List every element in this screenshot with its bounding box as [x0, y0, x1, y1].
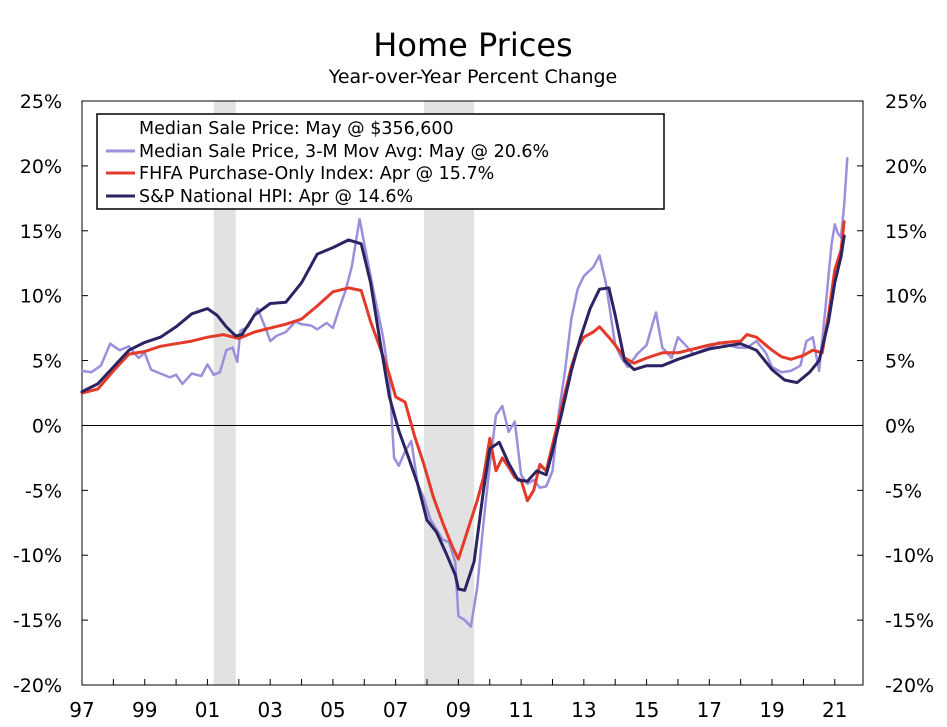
x-tick-label: 05 [320, 698, 345, 722]
y-left-tick-label: 25% [20, 91, 62, 113]
y-left-tick-label: 15% [20, 221, 62, 243]
x-tick-label: 99 [132, 698, 157, 722]
x-tick-label: 07 [383, 698, 408, 722]
legend-label-median-price: Median Sale Price: May @ $356,600 [139, 119, 454, 139]
y-right-tick-label: 15% [885, 221, 927, 243]
y-right-tick-label: 20% [885, 156, 927, 178]
recession-band-0 [213, 101, 236, 685]
series-lines [80, 156, 849, 628]
y-right-tick-label: -20% [885, 675, 934, 697]
x-tick-label: 01 [195, 698, 220, 722]
series-line-fhfa [80, 220, 846, 561]
x-tick-label: 09 [446, 698, 471, 722]
x-tick-label: 13 [571, 698, 596, 722]
y-left-tick-label: 10% [20, 286, 62, 308]
y-right-tick-label: 0% [885, 415, 915, 437]
legend-label-median-3m: Median Sale Price, 3-M Mov Avg: May @ 20… [139, 142, 549, 162]
x-tick-label: 11 [508, 698, 533, 722]
x-tick-label: 03 [257, 698, 282, 722]
y-left-tick-label: -20% [13, 675, 62, 697]
y-right-tick-label: 5% [885, 351, 915, 373]
chart-title: Home Prices [373, 26, 572, 64]
y-left-tick-label: -10% [13, 545, 62, 567]
legend-label-fhfa: FHFA Purchase-Only Index: Apr @ 15.7% [139, 164, 494, 184]
y-axis-right-ticks: 25% 20% 15% 10% 5% 0% -5% -10% -15% -20% [857, 91, 934, 697]
x-tick-label: 19 [759, 698, 784, 722]
legend-label-sp: S&P National HPI: Apr @ 14.6% [139, 187, 413, 207]
y-left-tick-label: 5% [32, 351, 62, 373]
y-right-tick-label: 25% [885, 91, 927, 113]
x-axis-ticks: 97 99 01 03 05 07 09 11 13 15 17 19 21 [69, 679, 847, 722]
y-axis-left-ticks: 25% 20% 15% 10% 5% 0% -5% -10% -15% -20% [13, 91, 88, 697]
y-left-tick-label: 0% [32, 415, 62, 437]
x-tick-label: 15 [634, 698, 659, 722]
y-right-tick-label: -5% [885, 480, 922, 502]
x-tick-label: 17 [697, 698, 722, 722]
series-line-median [80, 156, 849, 628]
legend-box [96, 113, 665, 210]
y-right-tick-label: -10% [885, 545, 934, 567]
chart-subtitle: Year-over-Year Percent Change [328, 66, 618, 88]
y-left-tick-label: 20% [20, 156, 62, 178]
legend: Median Sale Price: May @ $356,600 Median… [96, 113, 665, 210]
y-left-tick-label: -5% [25, 480, 62, 502]
x-tick-label: 97 [69, 698, 94, 722]
x-tick-label: 21 [822, 698, 847, 722]
y-left-tick-label: -15% [13, 610, 62, 632]
y-right-tick-label: -15% [885, 610, 934, 632]
y-right-tick-label: 10% [885, 286, 927, 308]
series-line-sp [80, 234, 846, 592]
